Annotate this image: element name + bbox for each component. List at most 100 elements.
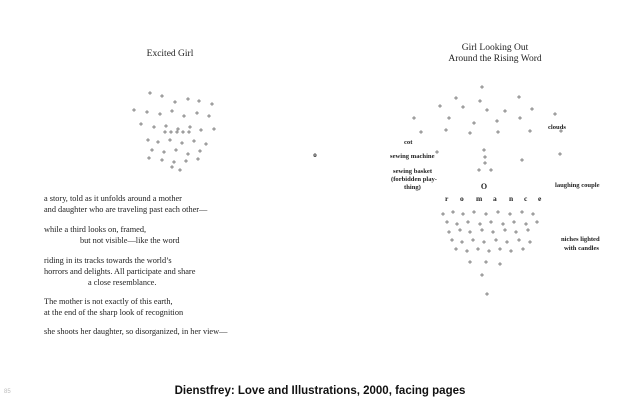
right-title-line-1: Girl Looking Out (461, 43, 529, 53)
figure-dot (495, 119, 499, 123)
figure-dot (444, 128, 448, 132)
romance-letter: r (445, 194, 449, 203)
figure-dot (528, 129, 532, 133)
poem-line: at the end of the sharp look of recognit… (44, 308, 184, 317)
figure-dot (517, 95, 521, 99)
stanza-4: The mother is not exactly of this earth,… (44, 296, 183, 318)
poem-line: she shoots her daughter, so disorganized… (44, 327, 228, 336)
poem-line: The mother is not exactly of this earth, (44, 297, 173, 306)
figure-dot (148, 91, 152, 95)
figure-dot (472, 210, 476, 214)
right-title-line-2: Around the Rising Word (448, 54, 542, 64)
figure-dot (468, 230, 472, 234)
romance-letter: a (493, 194, 497, 203)
label-sewing-basket-3: thing) (404, 184, 421, 191)
figure-dot (501, 222, 505, 226)
poem-line: and daughter who are traveling past each… (44, 205, 208, 214)
figure-dot (480, 228, 484, 232)
figure-dot (517, 238, 521, 242)
stanza-2: while a third looks on, framed, but not … (44, 224, 180, 246)
label-clouds: clouds (548, 124, 566, 131)
stanza-3: riding in its tracks towards the world’s… (44, 255, 195, 288)
figure-dot (145, 110, 149, 114)
figure-dot (480, 85, 484, 89)
figure-dot (483, 155, 487, 159)
figure-dot (553, 112, 557, 116)
figure-dot (188, 125, 192, 129)
figure-dot (132, 108, 136, 112)
figure-dot (170, 109, 174, 113)
figure-dot (482, 148, 486, 152)
figure-dot (176, 127, 180, 131)
figure-dot (186, 152, 190, 156)
figure-dot (518, 116, 522, 120)
figure-dot (445, 220, 449, 224)
romance-letter: m (476, 194, 483, 203)
figure-dot (531, 212, 535, 216)
romance-word: r o m a n c e (445, 194, 542, 203)
figure-dot (494, 238, 498, 242)
figure-dot (496, 130, 500, 134)
figure-dot (199, 128, 203, 132)
figure-dot (482, 240, 486, 244)
figure-dot (491, 230, 495, 234)
figure-dot (447, 116, 451, 120)
figure-dot (192, 139, 196, 143)
figure-dot (139, 122, 143, 126)
figure-dot (480, 273, 484, 277)
figure-dot (528, 240, 532, 244)
figure-dot (451, 210, 455, 214)
figure-dot (210, 102, 214, 106)
poem-line: riding in its tracks towards the world’s (44, 256, 172, 265)
figure-dot (484, 260, 488, 264)
label-cot: cot (404, 139, 413, 146)
figure-dot (158, 112, 162, 116)
poem-line: a close resemblance. (88, 278, 157, 287)
figure-dot (471, 238, 475, 242)
figure-dot (468, 260, 472, 264)
figure-dot (172, 160, 176, 164)
poem-line: a story, told as it unfolds around a mot… (44, 194, 182, 203)
figure-dot (152, 125, 156, 129)
figure-dot (181, 130, 185, 134)
figure-dot (503, 109, 507, 113)
romance-letter: c (524, 194, 528, 203)
figure-dot (514, 230, 518, 234)
figure-dot (526, 228, 530, 232)
center-o-glyph: o (313, 151, 317, 159)
figure-dot (187, 130, 191, 134)
poem-line: horrors and delights. All participate an… (44, 267, 196, 276)
figure-dot (160, 94, 164, 98)
figure-dot (509, 249, 513, 253)
romance-letter: e (538, 194, 542, 203)
figure-dot (460, 240, 464, 244)
excited-girl-dot-figure (132, 91, 216, 172)
figure-dot (466, 220, 470, 224)
figure-dot (175, 130, 179, 134)
figure-dot (496, 210, 500, 214)
figure-dot (485, 292, 489, 296)
figure-dot (174, 148, 178, 152)
figure-dot (419, 130, 423, 134)
stanza-5: she shoots her daughter, so disorganized… (44, 326, 227, 337)
caption: Dienstfrey: Love and Illustrations, 2000… (174, 385, 466, 397)
figure-dot (178, 168, 182, 172)
figure-dot (485, 108, 489, 112)
figure-dot (472, 121, 476, 125)
romance-letter: o (460, 194, 464, 203)
figure-dot (173, 100, 177, 104)
figure-dot (454, 96, 458, 100)
figure-dot (478, 99, 482, 103)
figure-dot (505, 240, 509, 244)
girl-looking-out-dot-figure (412, 85, 563, 296)
figure-dot (147, 156, 151, 160)
figure-dot (455, 222, 459, 226)
figure-dot (520, 158, 524, 162)
figure-dot (197, 99, 201, 103)
figure-dot (156, 140, 160, 144)
figure-dot (535, 220, 539, 224)
figure-dot (524, 222, 528, 226)
figure-dot (498, 262, 502, 266)
